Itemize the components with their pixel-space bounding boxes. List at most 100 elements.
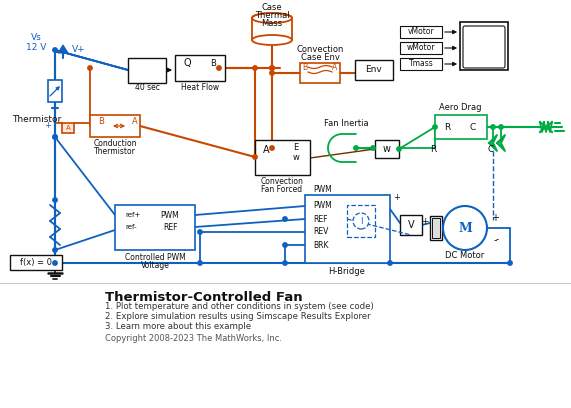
Text: REF: REF <box>163 222 177 231</box>
Circle shape <box>508 261 512 265</box>
Text: REV: REV <box>313 228 328 237</box>
Text: BRK: BRK <box>313 240 328 250</box>
Text: H-Bridge: H-Bridge <box>328 266 365 275</box>
Text: 40 sec: 40 sec <box>135 84 159 93</box>
Text: Convection: Convection <box>260 177 303 186</box>
Bar <box>400 26 442 38</box>
Text: +: + <box>45 122 51 131</box>
Text: 12 V: 12 V <box>26 44 46 53</box>
Text: Convection: Convection <box>296 46 344 55</box>
Text: Q: Q <box>183 58 191 68</box>
Text: PWM: PWM <box>313 186 332 195</box>
Circle shape <box>53 248 57 252</box>
Circle shape <box>253 66 257 70</box>
Circle shape <box>443 206 487 250</box>
Text: B: B <box>98 117 104 126</box>
Text: I: I <box>360 217 362 226</box>
Text: V: V <box>408 220 415 230</box>
Text: Fan Inertia: Fan Inertia <box>324 118 368 127</box>
Text: DC Motor: DC Motor <box>445 251 485 260</box>
Text: ref-: ref- <box>125 224 136 230</box>
Text: Heat Flow: Heat Flow <box>181 82 219 91</box>
Text: Fan Forced: Fan Forced <box>262 186 303 195</box>
Bar <box>48 80 62 102</box>
Bar <box>115 205 195 250</box>
Bar <box>435 115 487 139</box>
Circle shape <box>253 155 257 159</box>
Text: Thermistor-Controlled Fan: Thermistor-Controlled Fan <box>105 291 303 304</box>
Circle shape <box>388 261 392 265</box>
Text: Voltage: Voltage <box>140 260 170 270</box>
Circle shape <box>217 66 221 70</box>
Text: A: A <box>332 62 337 71</box>
Text: B: B <box>210 58 216 67</box>
Bar <box>175 55 225 81</box>
Circle shape <box>433 125 437 129</box>
Text: M: M <box>458 222 472 235</box>
Text: w: w <box>293 153 300 162</box>
Text: ref+: ref+ <box>125 212 140 218</box>
Text: w: w <box>383 144 391 154</box>
Bar <box>90 115 140 137</box>
Text: Controlled PWM: Controlled PWM <box>124 253 186 262</box>
Text: 1. Plot temperature and other conditions in system (see code): 1. Plot temperature and other conditions… <box>105 302 374 311</box>
Text: PWM: PWM <box>313 202 332 211</box>
Bar <box>255 140 310 175</box>
Text: A: A <box>66 125 70 131</box>
Bar <box>432 218 440 238</box>
Text: Vs: Vs <box>31 33 41 42</box>
Text: Thermal: Thermal <box>255 11 289 20</box>
Circle shape <box>53 261 57 265</box>
Text: REF: REF <box>313 215 328 224</box>
Text: +: + <box>421 217 429 226</box>
Text: Copyright 2008-2023 The MathWorks, Inc.: Copyright 2008-2023 The MathWorks, Inc. <box>105 334 282 343</box>
Circle shape <box>198 230 202 234</box>
Text: Case: Case <box>262 4 282 13</box>
Text: Thermistor: Thermistor <box>12 115 61 124</box>
Text: PWM: PWM <box>160 211 179 220</box>
Bar <box>400 215 422 235</box>
Text: C: C <box>470 122 476 131</box>
Circle shape <box>53 135 57 139</box>
Text: wMotor: wMotor <box>407 44 435 53</box>
Circle shape <box>53 48 57 52</box>
Text: R: R <box>444 122 450 131</box>
Text: V+: V+ <box>72 44 86 53</box>
Circle shape <box>283 217 287 221</box>
Polygon shape <box>58 45 68 53</box>
Circle shape <box>198 261 202 265</box>
Text: Conduction: Conduction <box>93 138 136 148</box>
Circle shape <box>270 146 274 150</box>
Text: C: C <box>488 146 494 155</box>
Bar <box>430 216 442 240</box>
Text: Mass: Mass <box>262 18 283 27</box>
Text: A: A <box>263 145 270 155</box>
Text: Thermistor: Thermistor <box>94 146 136 155</box>
Ellipse shape <box>252 13 292 23</box>
Bar <box>300 63 340 83</box>
Bar <box>128 58 166 83</box>
Text: Case Env: Case Env <box>300 53 339 62</box>
Circle shape <box>270 66 274 70</box>
Circle shape <box>53 198 57 202</box>
Circle shape <box>371 146 375 150</box>
Bar <box>305 195 390 263</box>
Text: A: A <box>132 117 138 126</box>
Text: f(x) = 0: f(x) = 0 <box>20 257 52 266</box>
Circle shape <box>499 125 503 129</box>
Polygon shape <box>497 135 505 151</box>
Circle shape <box>270 71 274 75</box>
Text: E: E <box>293 144 298 153</box>
Bar <box>400 58 442 70</box>
Text: 2. Explore simulation results using Simscape Results Explorer: 2. Explore simulation results using Sims… <box>105 312 371 321</box>
Circle shape <box>283 243 287 247</box>
Bar <box>62 123 74 133</box>
Circle shape <box>88 66 92 70</box>
Bar <box>347 205 375 237</box>
Ellipse shape <box>252 35 292 45</box>
Text: +: + <box>393 193 400 202</box>
Text: 3. Learn more about this example: 3. Learn more about this example <box>105 322 251 331</box>
Text: Aero Drag: Aero Drag <box>439 102 481 111</box>
FancyBboxPatch shape <box>463 26 505 68</box>
Circle shape <box>53 135 57 139</box>
